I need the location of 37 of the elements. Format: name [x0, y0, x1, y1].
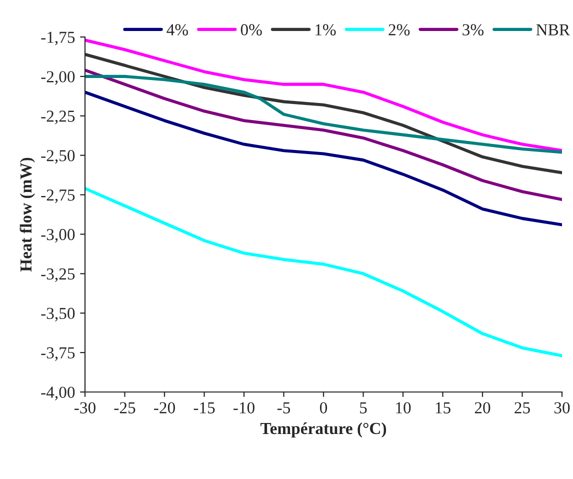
x-tick-label: 10	[396, 402, 411, 414]
x-tick-label: -15	[194, 402, 215, 414]
x-tick-label: 5	[360, 402, 367, 414]
line-series	[85, 52, 562, 174]
y-tick-label: -3,50	[41, 308, 75, 322]
x-tick-label: 25	[514, 402, 530, 414]
legend-label: 0%	[240, 24, 262, 36]
line-series	[85, 90, 562, 226]
y-tick-label: -3,75	[41, 347, 75, 361]
x-tick-label: 20	[474, 402, 490, 414]
y-tick-label: -2,00	[41, 71, 75, 85]
y-tick-label: -3,25	[41, 268, 75, 282]
y-tick-label: -2,75	[41, 190, 75, 204]
line-series	[85, 38, 562, 152]
x-tick-label: -10	[234, 402, 254, 414]
y-tick-label: -1,75	[41, 32, 75, 46]
x-tick-label: -30	[74, 402, 96, 414]
x-tick-label: 15	[436, 402, 450, 414]
y-tick-label: -2,25	[41, 110, 75, 124]
line-series	[85, 74, 562, 154]
x-tick-label: -5	[277, 402, 290, 414]
x-tick-label: -20	[154, 402, 175, 414]
line-series	[85, 186, 562, 358]
x-tick-label: -25	[114, 402, 136, 414]
y-tick-label: -3,00	[41, 228, 75, 243]
x-tick-label: 30	[554, 402, 570, 414]
legend-label: 4%	[166, 24, 188, 36]
y-tick-label: -4,00	[41, 386, 75, 400]
legend-label: NBR	[536, 24, 570, 36]
legend-label: 3%	[462, 24, 484, 36]
y-axis-title: Heat flow (mW)	[20, 158, 36, 272]
x-tick-label: 0	[320, 402, 328, 414]
x-axis-title: Température (°C)	[260, 422, 386, 438]
y-tick-label: -2,50	[41, 150, 75, 164]
legend-label: 1%	[316, 24, 336, 36]
legend-label: 2%	[388, 24, 410, 36]
line-series	[85, 68, 562, 202]
